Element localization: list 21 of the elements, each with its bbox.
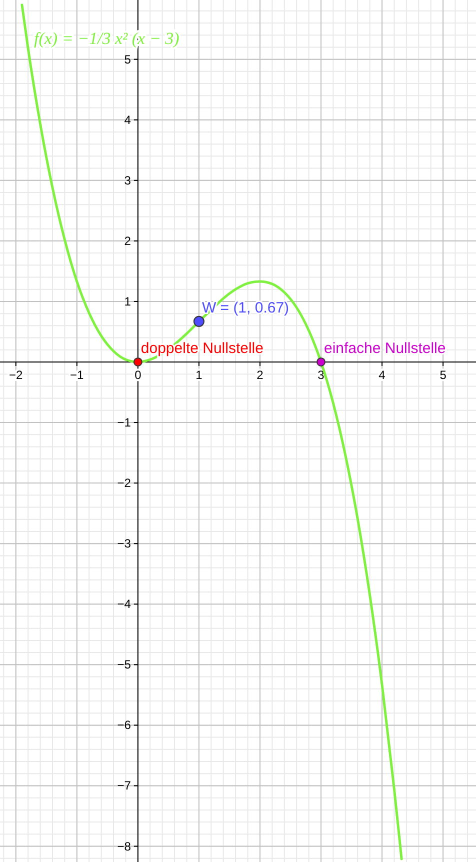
- y-tick-label: −3: [117, 536, 132, 551]
- x-tick-label: 3: [318, 368, 325, 382]
- x-tick-label: 1: [196, 368, 203, 382]
- x-tick-label: 5: [440, 368, 447, 382]
- x-tick-label: 2: [256, 368, 264, 382]
- y-tick-label: −4: [117, 597, 132, 612]
- x-tick-label: 4: [378, 368, 386, 382]
- y-tick-label: 2: [124, 234, 132, 248]
- series-label: einfache Nullstelle: [324, 340, 446, 357]
- y-tick-label: 4: [124, 112, 132, 127]
- x-tick-label: −2: [9, 368, 24, 382]
- y-tick-label: 1: [124, 294, 132, 308]
- y-tick-label: −7: [117, 778, 132, 793]
- y-tick-label: −5: [117, 658, 132, 672]
- x-tick-label: −1: [70, 368, 84, 382]
- y-tick-label: −2: [117, 476, 132, 490]
- y-tick-label: −8: [117, 839, 132, 854]
- y-tick-label: 5: [124, 52, 132, 66]
- y-tick-label: −6: [117, 718, 132, 732]
- y-tick-label: −1: [117, 416, 132, 430]
- y-tick-label: 3: [124, 173, 132, 188]
